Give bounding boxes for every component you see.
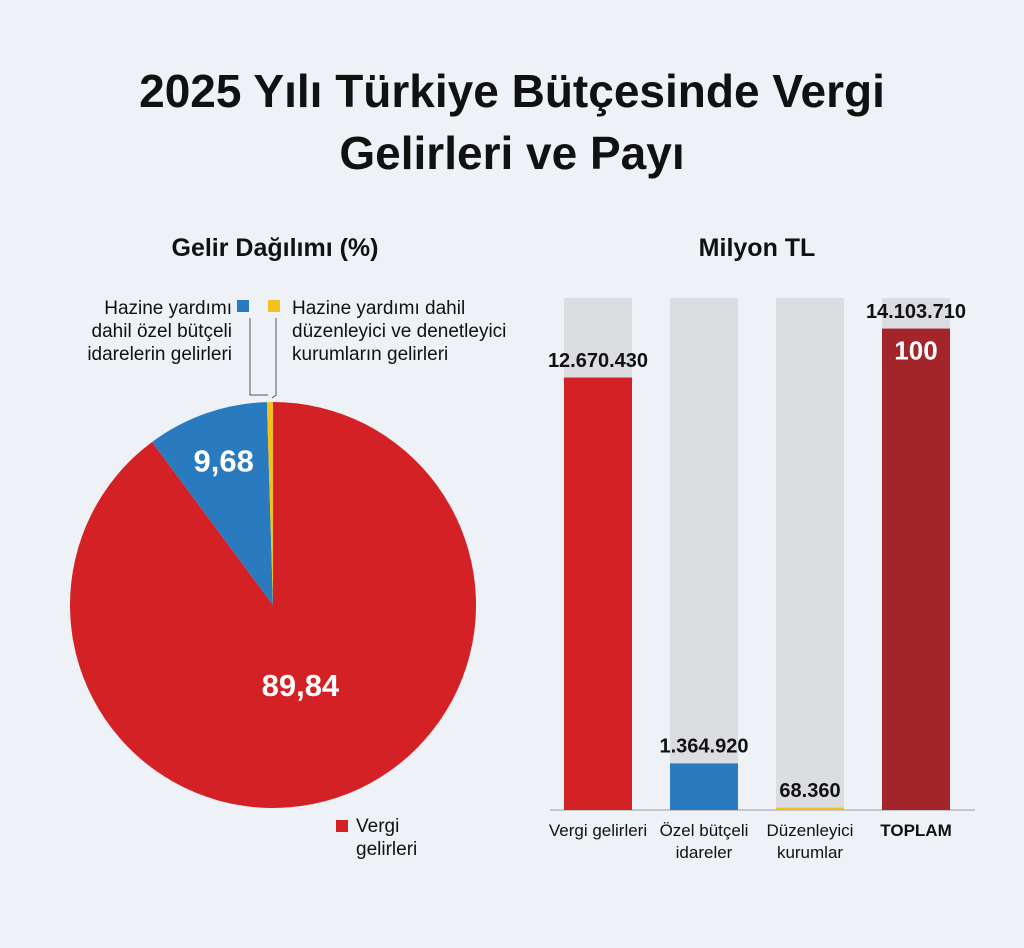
data-label: 89,84	[262, 668, 340, 703]
pie-slice	[69, 402, 476, 808]
data-label: 9,68	[194, 443, 254, 478]
title: 2025 Yılı Türkiye Bütçesinde Vergi Gelir…	[139, 65, 885, 179]
bar-background	[776, 298, 844, 810]
data-label: 68.360	[779, 780, 840, 802]
bar-background	[670, 298, 738, 810]
chart-subtitle: Milyon TL	[698, 234, 816, 262]
legend-swatch	[268, 300, 280, 312]
legend-swatch	[336, 820, 348, 832]
data-label: 1.364.920	[660, 736, 749, 758]
bar	[670, 763, 738, 810]
x-tick-label: TOPLAM	[880, 821, 952, 840]
total-share: 100	[894, 335, 937, 365]
leader-line	[249, 318, 268, 396]
data-label: 14.103.710	[866, 301, 966, 323]
bar	[882, 328, 950, 810]
pie-slice	[266, 402, 273, 605]
data-label: 12.670.430	[548, 350, 648, 372]
legend-label: Hazine yardımı dahil düzenleyici ve dene…	[292, 298, 507, 365]
leader-line	[271, 318, 277, 399]
legend-swatch	[237, 300, 249, 312]
x-tick-label: Özel bütçeli idareler	[659, 821, 749, 862]
legend-label: Vergi gelirleri	[356, 816, 418, 860]
chart-subtitle: Gelir Dağılımı (%)	[171, 234, 379, 262]
bar	[776, 807, 844, 810]
bar	[564, 377, 632, 810]
legend-label: Hazine yardımı dahil özel bütçeli idarel…	[87, 298, 232, 365]
pie-slice	[152, 402, 273, 605]
x-tick-label: Vergi gelirleri	[548, 821, 648, 840]
x-tick-label: Düzenleyici kurumlar	[766, 821, 854, 862]
